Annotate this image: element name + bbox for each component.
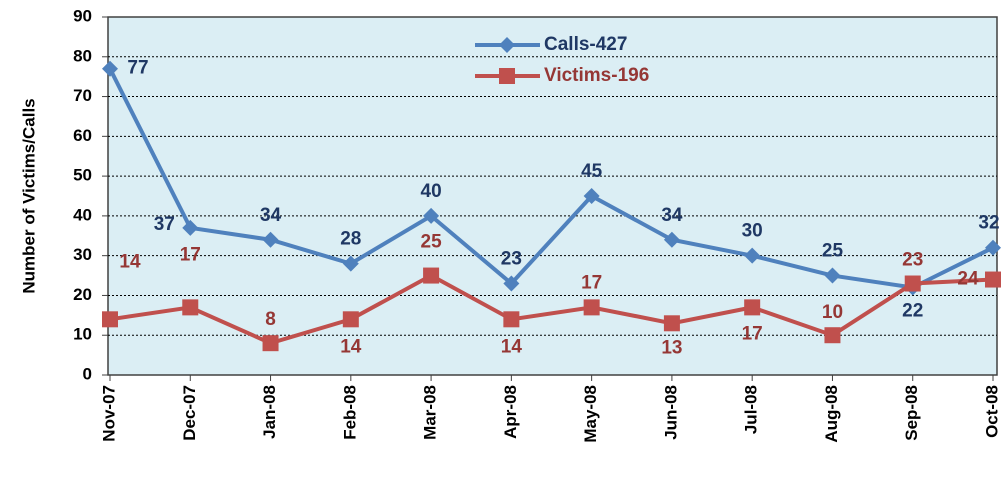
data-label: 23 <box>902 250 923 271</box>
data-point <box>262 231 279 248</box>
data-label: 23 <box>501 249 522 270</box>
data-point <box>342 255 359 272</box>
data-label: 8 <box>265 309 276 330</box>
legend-label: Calls-427 <box>544 34 627 55</box>
y-tick-label: 70 <box>73 86 92 105</box>
data-point <box>583 299 600 316</box>
series-line <box>109 273 994 346</box>
data-label: 14 <box>340 336 362 357</box>
data-label: 28 <box>340 229 361 250</box>
data-label: 34 <box>661 205 683 226</box>
data-point <box>182 219 199 236</box>
x-tick-label: Oct-08 <box>982 385 1001 438</box>
x-tick-label: Nov-07 <box>99 385 118 442</box>
data-label: 25 <box>421 232 443 253</box>
data-point <box>503 311 520 328</box>
data-point <box>744 247 761 264</box>
data-label: 17 <box>581 272 602 293</box>
legend-marker <box>499 37 515 53</box>
data-label: 32 <box>978 213 999 234</box>
y-tick-label: 90 <box>73 6 92 25</box>
y-axis-label: Number of Victims/Calls <box>19 98 38 293</box>
x-tick-label: Feb-08 <box>340 385 359 440</box>
data-label: 17 <box>180 244 201 265</box>
data-label: 10 <box>822 302 843 323</box>
data-point <box>102 60 118 77</box>
data-point <box>663 231 680 248</box>
x-tick-label: Mar-08 <box>421 385 440 440</box>
data-point <box>583 188 600 204</box>
data-label: 34 <box>260 205 282 226</box>
y-tick-label: 0 <box>83 364 92 383</box>
y-tick-label: 10 <box>73 325 92 344</box>
data-label: 30 <box>742 221 763 242</box>
y-tick-label: 40 <box>73 205 92 224</box>
data-point <box>102 311 118 328</box>
y-tick-label: 20 <box>73 285 92 304</box>
legend-marker <box>499 68 515 84</box>
data-label: 17 <box>742 323 763 344</box>
data-point <box>663 315 680 332</box>
data-label: 45 <box>581 161 603 182</box>
y-tick-label: 80 <box>73 46 92 65</box>
series-line <box>108 67 994 290</box>
data-label: 22 <box>902 301 923 322</box>
x-tick-label: Jul-08 <box>742 385 761 434</box>
data-label: 14 <box>501 336 523 357</box>
y-tick-label: 30 <box>73 245 92 264</box>
data-point <box>342 311 359 328</box>
data-point <box>904 275 921 292</box>
data-label: 24 <box>957 269 979 290</box>
plot-area <box>107 16 998 376</box>
data-point <box>423 207 440 224</box>
data-point <box>824 267 841 284</box>
legend-label: Victims-196 <box>544 65 649 86</box>
data-point <box>985 271 1001 288</box>
x-tick-label: Jan-08 <box>260 385 279 439</box>
data-label: 77 <box>127 58 148 79</box>
data-point <box>182 299 199 316</box>
x-tick-label: Sep-08 <box>902 385 921 441</box>
data-label: 25 <box>822 241 844 262</box>
y-tick-label: 60 <box>73 126 92 145</box>
x-tick-label: May-08 <box>581 385 600 443</box>
data-point <box>985 239 1001 256</box>
data-point <box>824 327 841 344</box>
data-point <box>503 275 520 292</box>
data-label: 40 <box>421 181 442 202</box>
data-label: 37 <box>154 214 175 235</box>
data-point <box>262 335 279 352</box>
data-point <box>744 299 761 316</box>
data-point <box>423 267 440 284</box>
x-tick-label: Dec-07 <box>180 385 199 441</box>
y-tick-label: 50 <box>73 166 92 185</box>
x-tick-label: Jun-08 <box>661 385 680 440</box>
data-label: 13 <box>661 337 682 358</box>
data-label: 14 <box>119 251 141 272</box>
x-tick-label: Apr-08 <box>501 385 520 439</box>
x-tick-label: Aug-08 <box>822 385 841 443</box>
